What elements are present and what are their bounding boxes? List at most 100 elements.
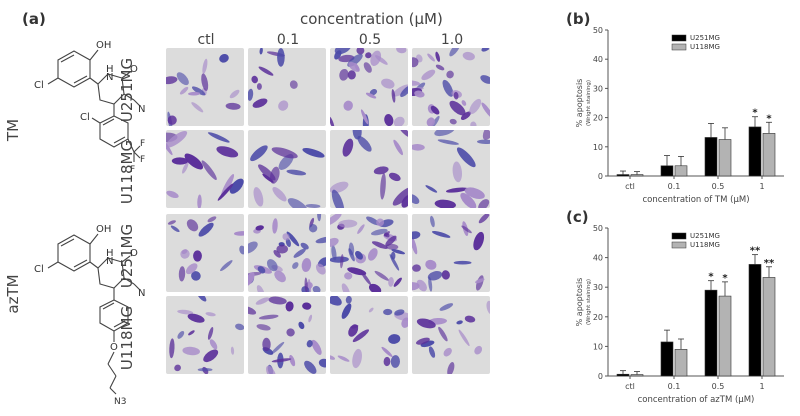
bar-u251mg-0.1: [660, 341, 674, 377]
tm-cl1-label: Cl: [34, 80, 44, 91]
bar-u251mg-1: [748, 126, 762, 177]
aztm-cn-label: N: [138, 288, 145, 299]
y-tick-label: 10: [593, 342, 603, 351]
legend-label-u118mg: U118MG: [690, 43, 720, 51]
panel-label-a: (a): [22, 10, 46, 28]
bar-u251mg-ctl: [616, 373, 630, 377]
bar-u251mg-0.5: [704, 289, 718, 377]
bar-u118mg-0.1: [674, 165, 688, 177]
micrograph-r1-c1: [166, 48, 244, 126]
compound-label-aztm: azTM: [4, 274, 22, 314]
concentration-title: concentration (μM): [300, 10, 443, 28]
y-tick-label: 0: [598, 372, 603, 381]
tm-oh-label: OH: [96, 40, 111, 51]
micrograph-r3-c4: [412, 214, 490, 292]
x-tick-label: 0.5: [712, 382, 725, 391]
y-axis-label: % apoptosis: [575, 79, 584, 128]
tm-f1-label: F: [140, 139, 145, 149]
column-label-0-1: 0.1: [276, 32, 300, 48]
legend-swatch-u118mg: [671, 43, 687, 51]
x-tick-label: 0.1: [668, 182, 681, 191]
tm-cn-label: N: [138, 104, 145, 115]
micrograph-r1-c2: [248, 48, 326, 126]
bar-u251mg-0.1: [660, 165, 674, 177]
micrograph-r4-c1: [166, 296, 244, 374]
y-tick-label: 50: [593, 224, 603, 233]
aztm-oh-label: OH: [96, 224, 111, 235]
compound-label-tm: TM: [4, 118, 22, 142]
panel-label-c: (c): [566, 208, 589, 226]
aztm-o-label: O: [130, 248, 138, 259]
micrograph-r4-c2: [248, 296, 326, 374]
legend-label-u118mg: U118MG: [690, 241, 720, 249]
aztm-o2-label: O: [110, 342, 118, 353]
x-axis-label: concentration of TM (μM): [642, 195, 749, 205]
bar-u118mg-0.5: [718, 295, 732, 377]
legend-swatch-u251mg: [671, 232, 687, 240]
y-axis-sublabel: (Wright staining): [586, 80, 592, 126]
tm-f2-label: F: [140, 155, 145, 165]
micrograph-r3-c3: [330, 214, 408, 292]
y-tick-label: 30: [593, 283, 603, 292]
micrograph-r3-c1: [166, 214, 244, 292]
micrograph-r2-c1: [166, 130, 244, 208]
micrograph-r1-c4: [412, 48, 490, 126]
column-label-ctl: ctl: [197, 32, 215, 48]
tm-f3-label: F: [130, 165, 135, 175]
bar-u118mg-1: [762, 133, 776, 177]
x-tick-label: ctl: [625, 382, 635, 391]
y-axis-sublabel: (Wright staining): [586, 279, 592, 325]
y-tick-label: 20: [593, 313, 603, 322]
micrograph-r4-c4: [412, 296, 490, 374]
x-tick-label: 0.1: [668, 382, 681, 391]
bar-u251mg-0.5: [704, 137, 718, 177]
significance-mark: **: [750, 246, 761, 257]
micrograph-r2-c3: [330, 130, 408, 208]
micrograph-r4-c3: [330, 296, 408, 374]
x-tick-label: 0.5: [712, 182, 725, 191]
micrograph-r2-c4: [412, 130, 490, 208]
legend-swatch-u251mg: [671, 34, 687, 42]
micrograph-r3-c2: [248, 214, 326, 292]
bar-u251mg-ctl: [616, 174, 630, 177]
aztm-cl-label: Cl: [34, 264, 44, 275]
bar-u118mg-0.5: [718, 139, 732, 177]
aztm-n3-label: N3: [114, 397, 126, 407]
y-tick-label: 30: [593, 84, 603, 93]
aztm-n-label: N: [106, 256, 113, 267]
y-tick-label: 40: [593, 254, 603, 263]
significance-mark: *: [722, 273, 728, 284]
legend-label-u251mg: U251MG: [690, 232, 720, 240]
y-tick-label: 40: [593, 55, 603, 64]
significance-mark: *: [752, 108, 758, 119]
legend-label-u251mg: U251MG: [690, 34, 720, 42]
tm-cl2-label: Cl: [80, 112, 90, 123]
chart-b: 0 10 20 30 40 50 % apoptosis (Wright staining) c…: [575, 26, 784, 205]
x-tick-label: 1: [759, 182, 764, 191]
micrograph-r2-c2: [248, 130, 326, 208]
bar-u251mg-1: [748, 264, 762, 377]
y-axis-label: % apoptosis: [575, 278, 584, 327]
x-tick-label: ctl: [625, 182, 635, 191]
tm-h-label: H: [106, 64, 114, 75]
y-tick-label: 50: [593, 26, 603, 35]
tm-structure: OH H N O Cl Cl N F F F: [34, 40, 145, 175]
bar-u118mg-1: [762, 277, 776, 377]
aztm-structure: OH H N O Cl N O N3: [34, 224, 145, 407]
bar-u118mg-ctl: [630, 174, 644, 177]
bar-u118mg-ctl: [630, 374, 644, 377]
y-tick-label: 10: [593, 143, 603, 152]
column-label-0-5: 0.5: [358, 32, 382, 48]
significance-mark: *: [708, 272, 714, 283]
tm-o-label: O: [130, 64, 138, 75]
significance-mark: *: [766, 113, 772, 124]
y-tick-label: 20: [593, 114, 603, 123]
x-axis-label: concentration of azTM (μM): [638, 395, 755, 405]
significance-mark: **: [764, 258, 775, 269]
y-tick-label: 0: [598, 172, 603, 181]
bar-u118mg-0.1: [674, 349, 688, 377]
micrograph-r1-c3: [330, 48, 408, 126]
panel-label-b: (b): [566, 10, 591, 28]
x-tick-label: 1: [759, 382, 764, 391]
chart-c: 0 10 20 30 40 50 % apoptosis (Wright staining) c…: [575, 224, 784, 405]
